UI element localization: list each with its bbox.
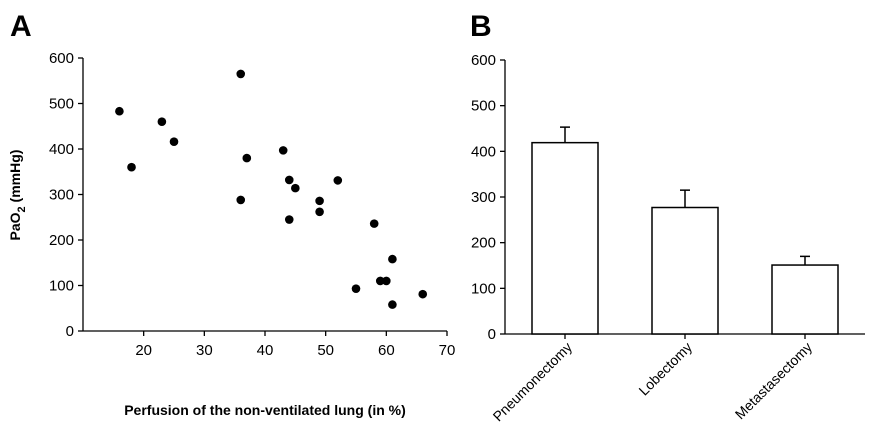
y-tick-label: 300 (49, 187, 74, 204)
data-point (115, 106, 124, 116)
data-point (242, 153, 252, 163)
data-point (169, 137, 179, 147)
data-point (315, 207, 324, 217)
data-point (284, 215, 294, 224)
category-label: Lobectomy (635, 339, 695, 399)
y-tick-label: 0 (488, 326, 496, 343)
ylabel-main: PaO (7, 212, 23, 240)
bar-panel: B 0 100 200 300 400 500 600 Pneumonectomy Lobec… (470, 10, 865, 424)
data-point (236, 69, 246, 79)
data-point (291, 183, 300, 193)
panel-b-label: B (470, 10, 492, 43)
data-point (157, 117, 167, 126)
y-tick-label: 200 (471, 235, 496, 252)
y-tick-label: 400 (471, 143, 496, 160)
data-point (388, 300, 397, 309)
y-tick-label: 500 (49, 96, 74, 113)
data-point (375, 276, 385, 286)
scatter-x-ticks: 20 30 40 50 60 70 (135, 331, 455, 359)
x-tick-label: 30 (196, 342, 213, 359)
y-tick-label: 600 (471, 52, 496, 69)
data-point (127, 162, 136, 172)
y-tick-label: 100 (471, 280, 496, 297)
data-point (284, 175, 294, 185)
y-tick-label: 500 (471, 98, 496, 115)
data-point (388, 254, 397, 264)
scatter-y-axis-label: PaO2 (mmHg) (7, 150, 28, 241)
bar-y-ticks: 0 100 200 300 400 500 600 (471, 52, 505, 343)
bar-category-labels: Pneumonectomy Lobectomy Metastasectomy (490, 334, 815, 425)
ylabel-subscript: 2 (16, 206, 28, 212)
y-tick-label: 300 (471, 189, 496, 206)
data-point (351, 284, 361, 293)
y-tick-label: 400 (49, 141, 74, 158)
category-label: Pneumonectomy (490, 339, 576, 425)
ylabel-unit: (mmHg) (7, 150, 23, 207)
scatter-points (115, 69, 428, 309)
data-point (418, 289, 428, 299)
bars (531, 126, 839, 335)
data-point (369, 219, 379, 228)
y-tick-label: 100 (49, 278, 74, 295)
x-tick-label: 60 (378, 342, 395, 359)
x-tick-label: 20 (135, 342, 152, 359)
x-tick-label: 70 (439, 342, 456, 359)
data-point (333, 176, 343, 185)
x-tick-label: 50 (317, 342, 334, 359)
y-tick-label: 200 (49, 232, 74, 249)
data-point (236, 195, 246, 205)
scatter-x-axis-label: Perfusion of the non-ventilated lung (in… (124, 402, 406, 418)
data-point (382, 276, 391, 286)
x-tick-label: 40 (257, 342, 274, 359)
y-tick-label: 0 (66, 323, 74, 340)
bar (531, 141, 599, 335)
scatter-panel: A 0 100 200 300 400 500 600 20 30 40 50 60 70 PaO2 … (7, 10, 455, 418)
data-point (278, 146, 288, 155)
y-tick-label: 600 (49, 50, 74, 67)
scatter-y-ticks: 0 100 200 300 400 500 600 (49, 50, 83, 340)
panel-a-label: A (10, 10, 32, 43)
category-label: Metastasectomy (732, 339, 815, 422)
bar (771, 264, 839, 335)
data-point (315, 196, 324, 206)
bar (651, 206, 719, 335)
